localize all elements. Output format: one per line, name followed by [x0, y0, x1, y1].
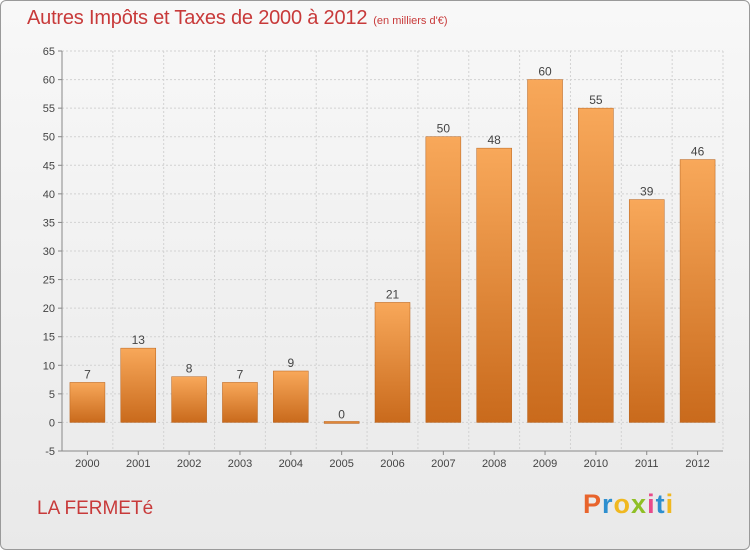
x-tick-label: 2000 — [75, 458, 99, 470]
x-tick-label: 2006 — [380, 458, 404, 470]
bar-value-label: 8 — [186, 362, 193, 376]
bar — [476, 147, 512, 423]
logo-letter: t — [655, 489, 666, 519]
bar — [578, 107, 614, 423]
bar-value-label: 21 — [386, 287, 400, 301]
bar-value-label: 55 — [589, 93, 603, 107]
logo-letter: i — [665, 489, 675, 519]
x-tick-label: 2005 — [329, 458, 353, 470]
logo-letter: x — [631, 489, 648, 519]
y-tick-label: -5 — [45, 446, 55, 458]
y-tick-label: 35 — [43, 217, 55, 229]
x-tick-label: 2009 — [533, 458, 557, 470]
x-tick-label: 2003 — [228, 458, 252, 470]
y-tick-label: 20 — [43, 303, 55, 315]
y-tick-label: 0 — [49, 417, 55, 429]
bar-value-label: 7 — [237, 367, 244, 381]
x-tick-label: 2001 — [126, 458, 150, 470]
logo-letter: i — [647, 489, 656, 519]
x-tick-label: 2010 — [584, 458, 608, 470]
bar-value-label: 48 — [488, 133, 502, 147]
y-tick-label: 5 — [49, 389, 55, 401]
bar-value-label: 50 — [437, 122, 451, 136]
bar — [171, 376, 207, 423]
y-tick-label: 40 — [43, 189, 55, 201]
y-tick-label: 50 — [43, 132, 55, 144]
x-tick-label: 2012 — [685, 458, 709, 470]
logo-letter: P — [583, 489, 603, 519]
gridlines — [61, 50, 724, 452]
bar-value-label: 7 — [84, 367, 91, 381]
x-tick-label: 2008 — [482, 458, 506, 470]
bar — [323, 421, 360, 424]
y-tick-label: 65 — [43, 46, 55, 58]
chart-title: Autres Impôts et Taxes de 2000 à 2012 — [27, 7, 368, 29]
bar — [425, 136, 462, 423]
bars — [69, 79, 716, 424]
y-tick-label: 25 — [43, 275, 55, 287]
bar — [679, 159, 716, 423]
bar — [628, 199, 665, 423]
bar — [527, 79, 563, 423]
y-tick-label: 10 — [43, 360, 55, 372]
chart-subtitle: (en milliers d'€) — [373, 15, 448, 27]
y-tick-label: 15 — [43, 332, 55, 344]
bar — [273, 370, 309, 423]
axes: -5 0 5 10 15 20 25 30 35 40 45 50 55 60 65 2000 2001 2002… — [43, 46, 723, 470]
bar — [69, 382, 106, 423]
x-tick-label: 2007 — [431, 458, 455, 470]
y-tick-label: 60 — [43, 75, 55, 87]
logo-letter: r — [602, 489, 614, 519]
bar — [120, 347, 157, 423]
place-name: LA FERMETé — [37, 498, 154, 519]
bar-value-label: 39 — [640, 185, 654, 199]
x-tick-label: 2004 — [279, 458, 303, 470]
proxiti-logo: Proxiti — [583, 489, 674, 520]
y-tick-label: 55 — [43, 103, 55, 115]
bar — [222, 382, 258, 423]
logo-letter: o — [613, 489, 632, 519]
bar-value-label: 9 — [287, 356, 294, 370]
bar-value-label: 60 — [538, 65, 552, 79]
x-tick-label: 2011 — [635, 458, 659, 470]
y-tick-label: 30 — [43, 246, 55, 258]
bar-value-label: 13 — [132, 333, 146, 347]
bar-value-label: 46 — [691, 145, 705, 159]
bar-value-label: 0 — [338, 407, 345, 421]
y-tick-label: 45 — [43, 160, 55, 172]
chart-title-block: Autres Impôts et Taxes de 2000 à 2012 (en… — [27, 7, 447, 30]
data-labels: 7 13 8 7 9 0 21 50 48 60 55 39 46 — [84, 65, 704, 422]
bar — [374, 302, 411, 423]
x-tick-label: 2002 — [177, 458, 201, 470]
